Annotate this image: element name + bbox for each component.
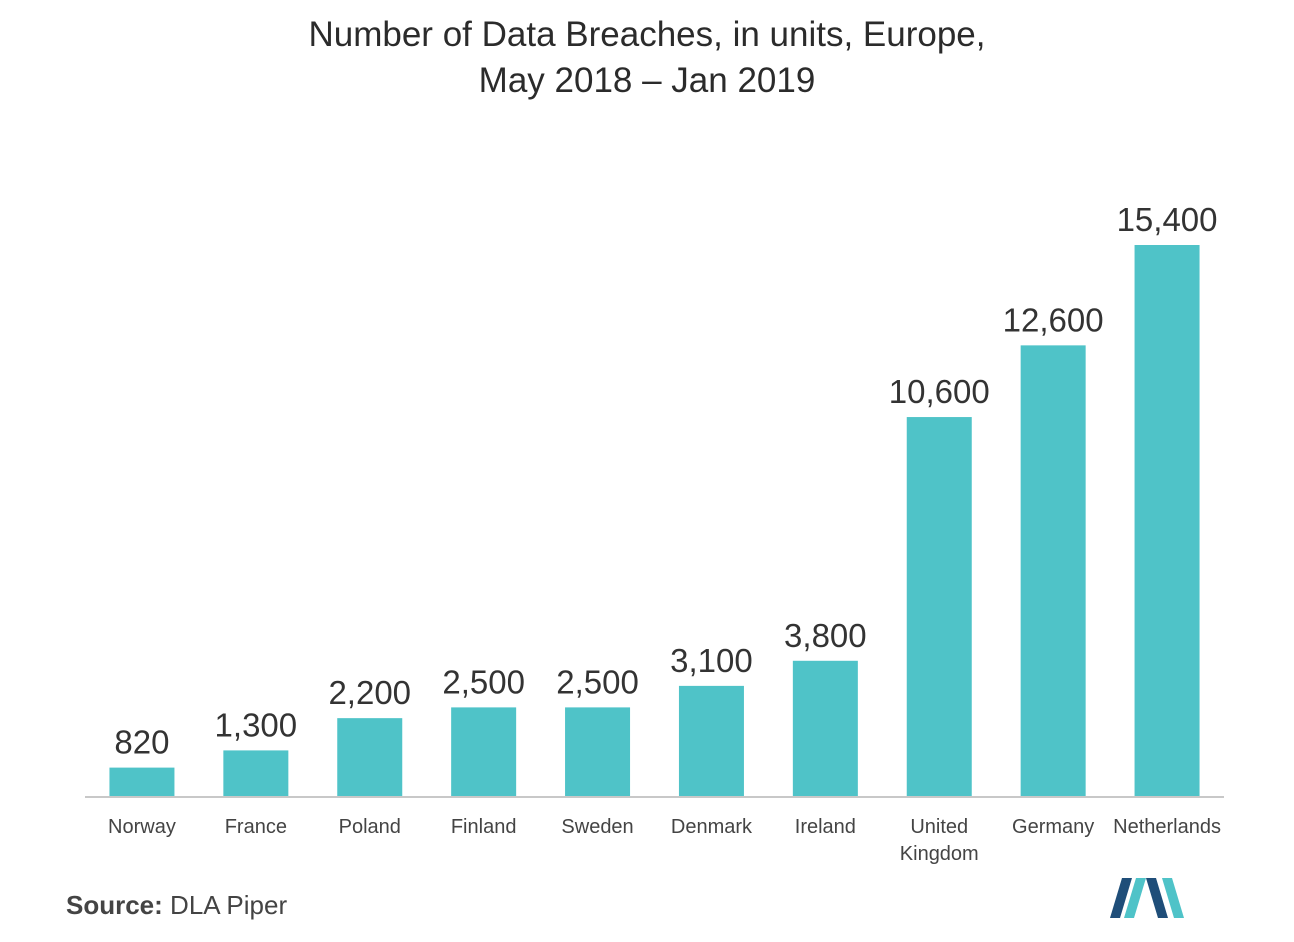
data-label-0: 820	[114, 724, 169, 761]
data-label-9: 15,400	[1117, 201, 1218, 238]
x-tick-label-4: Sweden	[561, 816, 633, 838]
chart-title-line-1: Number of Data Breaches, in units, Europ…	[308, 15, 986, 54]
logo-shape-3	[1146, 878, 1168, 918]
bar-0	[109, 767, 175, 797]
data-label-4: 2,500	[556, 663, 639, 700]
source-label: Source:	[66, 890, 163, 920]
data-label-3: 2,500	[442, 663, 525, 700]
brand-logo-icon	[1110, 878, 1184, 918]
logo-shape-1	[1110, 878, 1132, 918]
bar-8	[1020, 345, 1086, 797]
bar-7	[906, 417, 972, 797]
source-note: Source: DLA Piper	[66, 890, 287, 921]
x-tick-label-5: Denmark	[671, 816, 753, 838]
bar-4	[565, 707, 631, 797]
bar-3	[451, 707, 517, 797]
x-tick-label-0: Norway	[108, 816, 176, 838]
logo-shape-4	[1162, 878, 1184, 918]
logo-shape-2	[1124, 878, 1146, 918]
x-tick-label-7-line-1: Kingdom	[900, 843, 979, 865]
data-label-5: 3,100	[670, 642, 753, 679]
x-tick-label-2: Poland	[339, 816, 401, 838]
data-label-6: 3,800	[784, 617, 867, 654]
chart-title-line-2: May 2018 – Jan 2019	[478, 61, 816, 100]
x-tick-label-8: Germany	[1012, 816, 1094, 838]
bar-9	[1134, 245, 1200, 797]
data-label-7: 10,600	[889, 373, 990, 410]
bar-2	[337, 718, 403, 797]
bar-chart: 820 Norway 1,300 France 2,200 Poland 2,500 Finl…	[85, 201, 1224, 865]
bar-1	[223, 750, 289, 797]
x-tick-label-7-line-0: United	[910, 816, 968, 838]
data-label-2: 2,200	[328, 674, 411, 711]
x-tick-label-1: France	[225, 816, 287, 838]
chart-title: Number of Data Breaches, in units, Europ…	[0, 12, 1294, 104]
data-label-1: 1,300	[215, 706, 298, 743]
bar-6	[792, 660, 858, 797]
x-tick-label-3: Finland	[451, 816, 517, 838]
x-tick-label-6: Ireland	[795, 816, 856, 838]
bar-5	[678, 685, 744, 797]
x-tick-label-9: Netherlands	[1113, 816, 1221, 838]
data-label-8: 12,600	[1003, 301, 1104, 338]
source-text: DLA Piper	[170, 890, 288, 920]
